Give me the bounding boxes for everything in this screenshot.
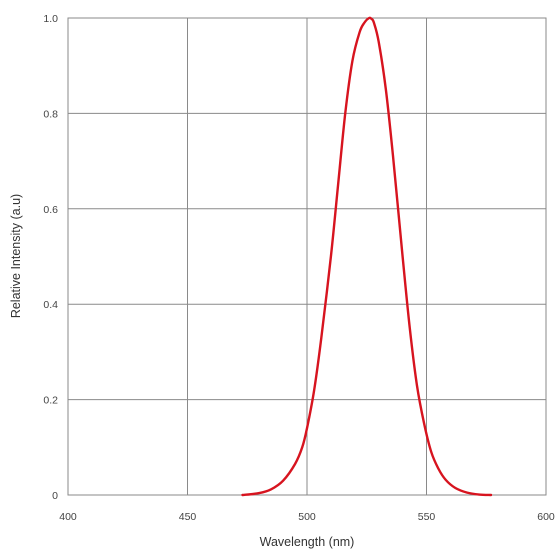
y-tick-label: 1.0 bbox=[43, 13, 58, 25]
y-tick-label: 0.4 bbox=[43, 299, 58, 311]
x-tick-labels: 400 450 500 550 600 bbox=[59, 511, 555, 523]
series-layer bbox=[241, 16, 493, 497]
x-axis-title: Wavelength (nm) bbox=[260, 535, 355, 549]
x-tick-label: 600 bbox=[537, 511, 555, 523]
y-tick-label: 0 bbox=[52, 490, 58, 502]
y-tick-label: 0.2 bbox=[43, 395, 58, 407]
y-axis-title: Relative Intensity (a.u) bbox=[9, 194, 23, 318]
y-tick-labels: 0 0.2 0.4 0.6 0.8 1.0 bbox=[43, 13, 58, 502]
spectrum-curve bbox=[241, 16, 493, 497]
x-tick-label: 500 bbox=[298, 511, 316, 523]
y-tick-label: 0.8 bbox=[43, 108, 58, 120]
y-tick-label: 0.6 bbox=[43, 204, 58, 216]
plot-frame bbox=[67, 17, 547, 496]
x-tick-label: 400 bbox=[59, 511, 77, 523]
x-tick-label: 450 bbox=[179, 511, 197, 523]
x-tick-label: 550 bbox=[418, 511, 436, 523]
